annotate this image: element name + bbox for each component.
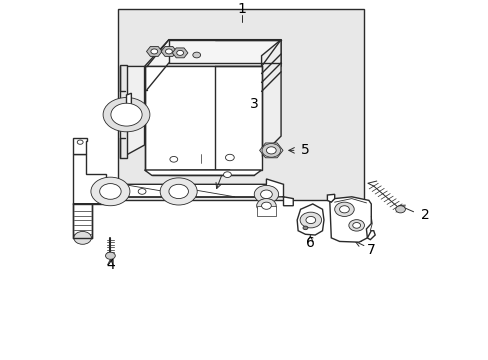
Text: 4: 4 xyxy=(106,258,115,272)
Circle shape xyxy=(160,178,197,205)
Circle shape xyxy=(223,172,231,177)
Text: 5: 5 xyxy=(301,143,309,157)
Polygon shape xyxy=(329,197,370,242)
Circle shape xyxy=(168,184,188,199)
Circle shape xyxy=(91,177,130,206)
Circle shape xyxy=(254,185,278,203)
Text: 7: 7 xyxy=(366,243,375,257)
Circle shape xyxy=(77,140,83,144)
Circle shape xyxy=(395,206,405,213)
Text: 6: 6 xyxy=(305,236,314,250)
Bar xyxy=(73,204,92,238)
Circle shape xyxy=(111,103,142,126)
Polygon shape xyxy=(147,40,281,67)
Polygon shape xyxy=(73,138,87,154)
Text: 1: 1 xyxy=(237,2,246,16)
Circle shape xyxy=(300,212,321,228)
Circle shape xyxy=(334,202,353,216)
Circle shape xyxy=(192,52,200,58)
Circle shape xyxy=(176,50,183,55)
Text: 2: 2 xyxy=(420,208,428,222)
Circle shape xyxy=(105,252,115,259)
Circle shape xyxy=(138,189,146,194)
Circle shape xyxy=(103,98,150,132)
Polygon shape xyxy=(73,154,105,204)
Polygon shape xyxy=(261,40,281,156)
Circle shape xyxy=(348,220,364,231)
Text: 3: 3 xyxy=(249,97,258,111)
Circle shape xyxy=(74,231,91,244)
Circle shape xyxy=(151,49,158,54)
Bar xyxy=(120,65,127,158)
Circle shape xyxy=(225,154,234,161)
Circle shape xyxy=(260,190,272,199)
Bar xyxy=(256,206,276,216)
Circle shape xyxy=(100,184,121,199)
Polygon shape xyxy=(297,204,324,235)
Polygon shape xyxy=(168,170,229,175)
Circle shape xyxy=(303,226,307,230)
Circle shape xyxy=(169,157,177,162)
Polygon shape xyxy=(73,179,293,206)
Circle shape xyxy=(352,222,360,228)
Circle shape xyxy=(256,199,276,213)
Polygon shape xyxy=(366,231,374,240)
Circle shape xyxy=(305,216,315,224)
Circle shape xyxy=(339,206,348,213)
Polygon shape xyxy=(327,194,334,202)
Circle shape xyxy=(266,147,276,154)
Polygon shape xyxy=(126,93,131,113)
Bar xyxy=(118,9,363,201)
Polygon shape xyxy=(144,170,261,175)
Bar xyxy=(144,67,261,170)
Polygon shape xyxy=(125,67,144,156)
Circle shape xyxy=(165,49,172,54)
Circle shape xyxy=(261,202,271,209)
